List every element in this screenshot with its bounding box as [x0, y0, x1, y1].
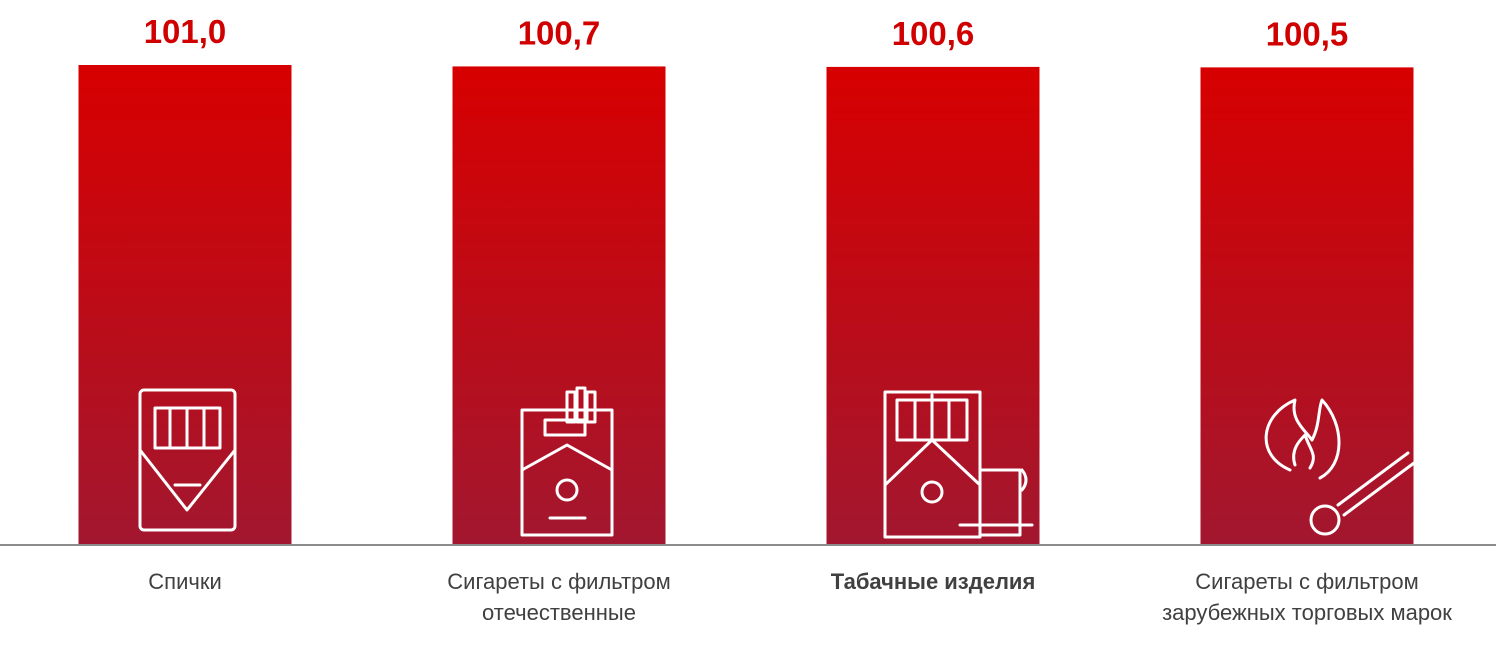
icon-match — [1264, 398, 1416, 536]
bar — [78, 65, 292, 545]
category-label: Сигареты с фильтром отечественные — [447, 569, 671, 625]
bar — [452, 66, 666, 545]
bar — [1200, 67, 1414, 546]
category-label: Сигареты с фильтром зарубежных торговых … — [1162, 569, 1452, 625]
icon-cigarette-pack — [520, 386, 614, 537]
icon-tobacco — [883, 390, 1034, 539]
value-label: 100,5 — [1266, 15, 1349, 52]
value-label: 100,7 — [518, 14, 601, 51]
category-label: Табачные изделия — [830, 569, 1036, 594]
bar — [826, 66, 1040, 545]
category-label: Спички — [148, 569, 222, 594]
icon-matchbox — [138, 388, 237, 532]
value-label: 101,0 — [144, 13, 227, 50]
value-label: 100,6 — [892, 15, 975, 52]
